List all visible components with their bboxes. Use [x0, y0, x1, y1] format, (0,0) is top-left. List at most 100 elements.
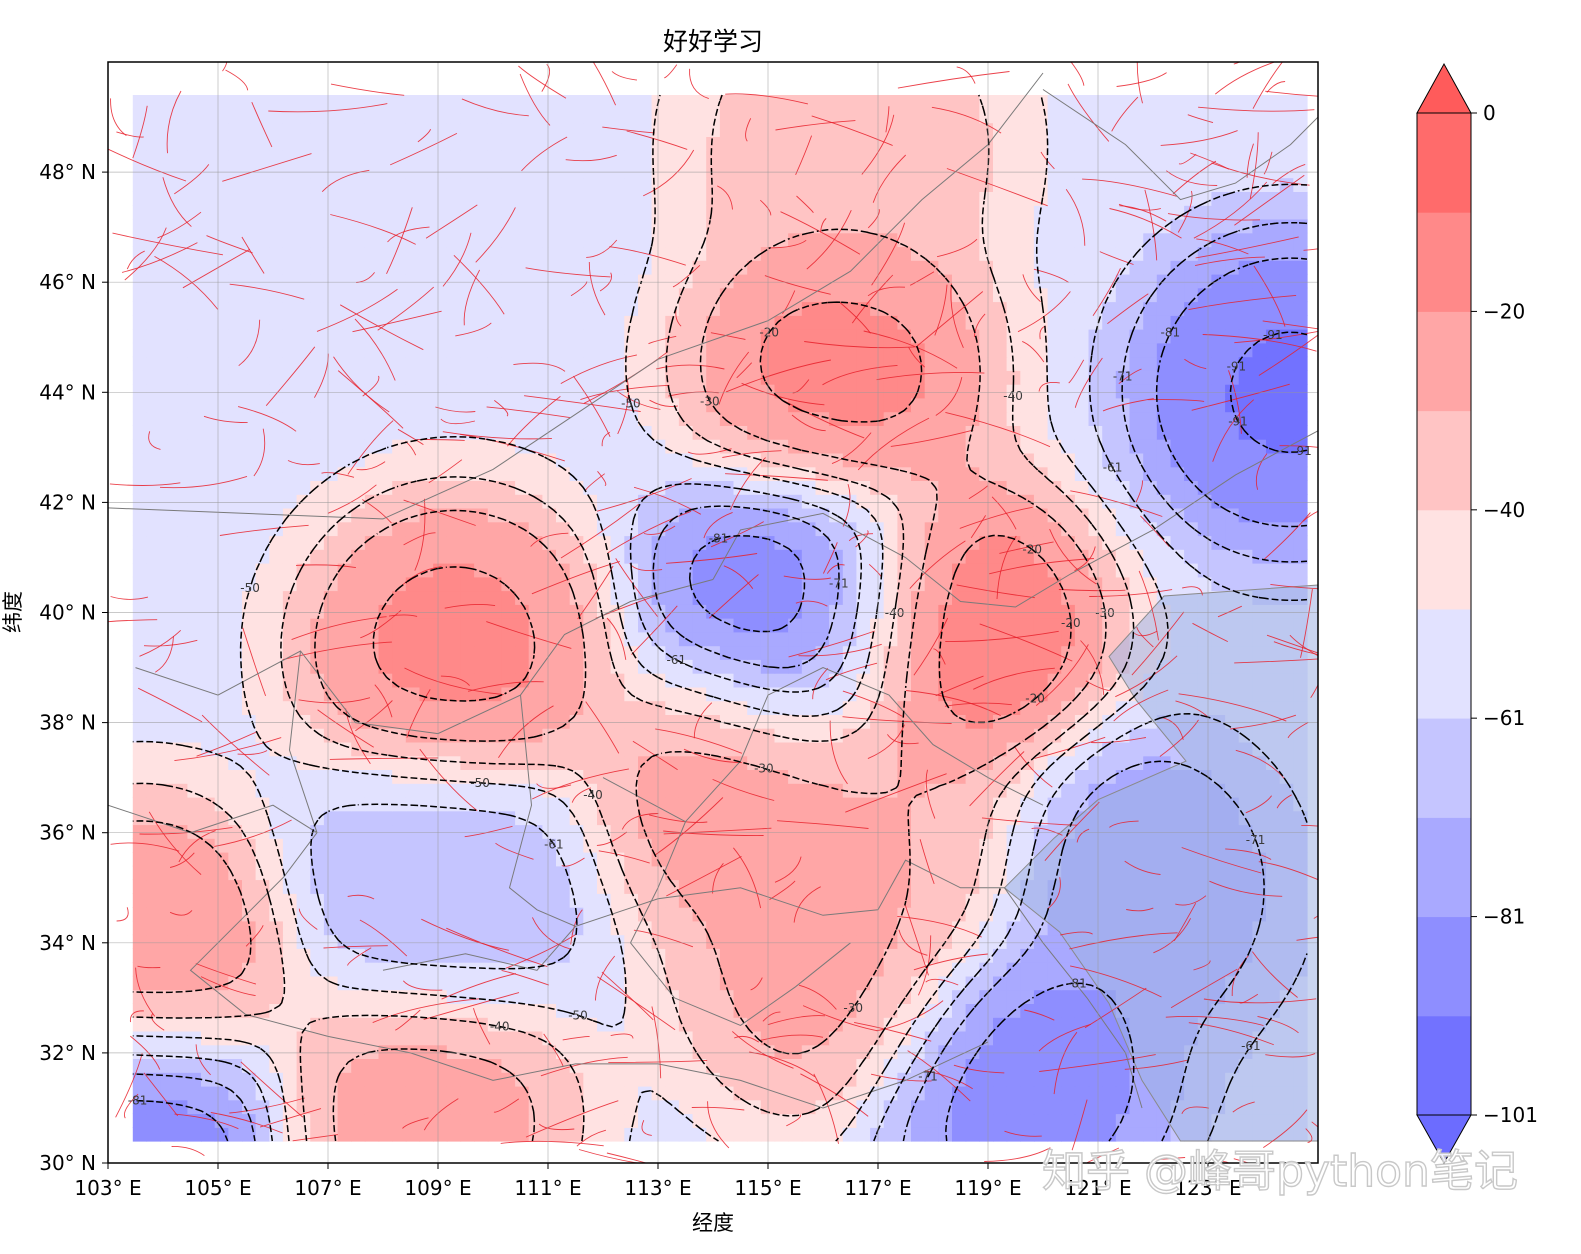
field-cell [487, 714, 503, 729]
field-cell [310, 838, 325, 853]
field-cell [187, 1030, 202, 1046]
field-cell [282, 852, 298, 867]
field-cell [460, 975, 475, 991]
field-cell [938, 1044, 953, 1059]
field-cell [146, 686, 161, 702]
field-cell [815, 975, 830, 991]
field-cell [323, 397, 339, 413]
field-cell [501, 1099, 516, 1115]
field-cell [337, 370, 352, 385]
field-cell [214, 948, 229, 963]
field-cell [378, 384, 393, 399]
field-cell [173, 356, 188, 371]
field-cell [187, 659, 202, 674]
field-cell [515, 907, 530, 922]
field-cell [952, 686, 967, 702]
field-cell [583, 631, 598, 647]
field-cell [692, 755, 707, 770]
field-cell [419, 934, 434, 949]
field-cell [911, 549, 926, 564]
field-cell [883, 356, 898, 371]
field-cell [938, 521, 953, 537]
field-cell [665, 865, 680, 881]
field-cell [829, 384, 844, 399]
field-cell [638, 576, 653, 592]
field-cell [1115, 590, 1131, 605]
field-cell [678, 1085, 694, 1101]
field-cell [870, 700, 885, 715]
field-cell [924, 1030, 939, 1046]
field-cell [774, 1113, 789, 1128]
field-cell [187, 397, 202, 413]
field-cell [665, 934, 680, 949]
field-cell [242, 1072, 257, 1087]
field-cell [610, 645, 625, 660]
field-cell [706, 494, 721, 509]
field-cell [610, 480, 625, 495]
field-cell [228, 741, 243, 757]
field-cell [1225, 576, 1240, 592]
field-cell [788, 810, 803, 826]
field-cell [1074, 480, 1090, 495]
field-cell [228, 1085, 243, 1101]
field-cell [146, 755, 161, 770]
field-cell [255, 645, 270, 660]
field-cell [651, 452, 666, 468]
field-cell [979, 576, 994, 592]
field-cell [282, 879, 298, 894]
field-cell [132, 1072, 148, 1087]
field-cell [392, 439, 407, 454]
field-cell [938, 439, 953, 454]
field-cell [829, 604, 844, 619]
field-cell [1184, 439, 1199, 454]
field-cell [364, 659, 380, 674]
field-cell [1061, 700, 1076, 715]
field-cell [924, 1017, 939, 1032]
field-cell [556, 962, 571, 977]
field-cell [1184, 507, 1199, 523]
field-cell [1238, 370, 1253, 385]
field-cell [1047, 1072, 1062, 1087]
field-cell [788, 714, 803, 729]
field-cell [351, 439, 366, 454]
field-cell [132, 962, 148, 977]
field-cell [282, 604, 298, 619]
field-cell [542, 1072, 557, 1087]
field-cell [856, 494, 871, 509]
field-cell [282, 563, 298, 578]
field-cell [214, 452, 229, 468]
field-cell [146, 576, 161, 592]
field-cell [597, 631, 612, 647]
field-cell [474, 466, 489, 481]
field-cell [242, 700, 257, 715]
field-cell [801, 1030, 817, 1046]
field-cell [638, 686, 653, 702]
field-cell [1006, 342, 1021, 358]
field-cell [1006, 728, 1021, 743]
field-cell [337, 1072, 352, 1087]
field-cell [228, 907, 243, 922]
field-cell [1143, 576, 1158, 592]
field-cell [1061, 1044, 1076, 1059]
field-cell [187, 673, 202, 688]
field-cell [446, 948, 462, 963]
field-cell [1047, 769, 1062, 784]
field-cell [487, 1058, 503, 1073]
field-cell [1102, 769, 1117, 784]
field-cell [446, 521, 462, 537]
field-cell [651, 480, 666, 495]
field-cell [433, 356, 448, 371]
field-cell [146, 728, 161, 743]
field-cell [692, 370, 707, 385]
field-cell [160, 549, 175, 564]
field-cell [474, 480, 489, 495]
field-cell [296, 824, 311, 839]
field-cell [173, 1113, 188, 1128]
field-cell [269, 439, 284, 454]
field-cell [433, 494, 448, 509]
field-cell [1020, 590, 1035, 605]
field-cell [242, 852, 257, 867]
field-cell [1020, 700, 1035, 715]
field-cell [201, 879, 216, 894]
field-cell [569, 439, 584, 454]
